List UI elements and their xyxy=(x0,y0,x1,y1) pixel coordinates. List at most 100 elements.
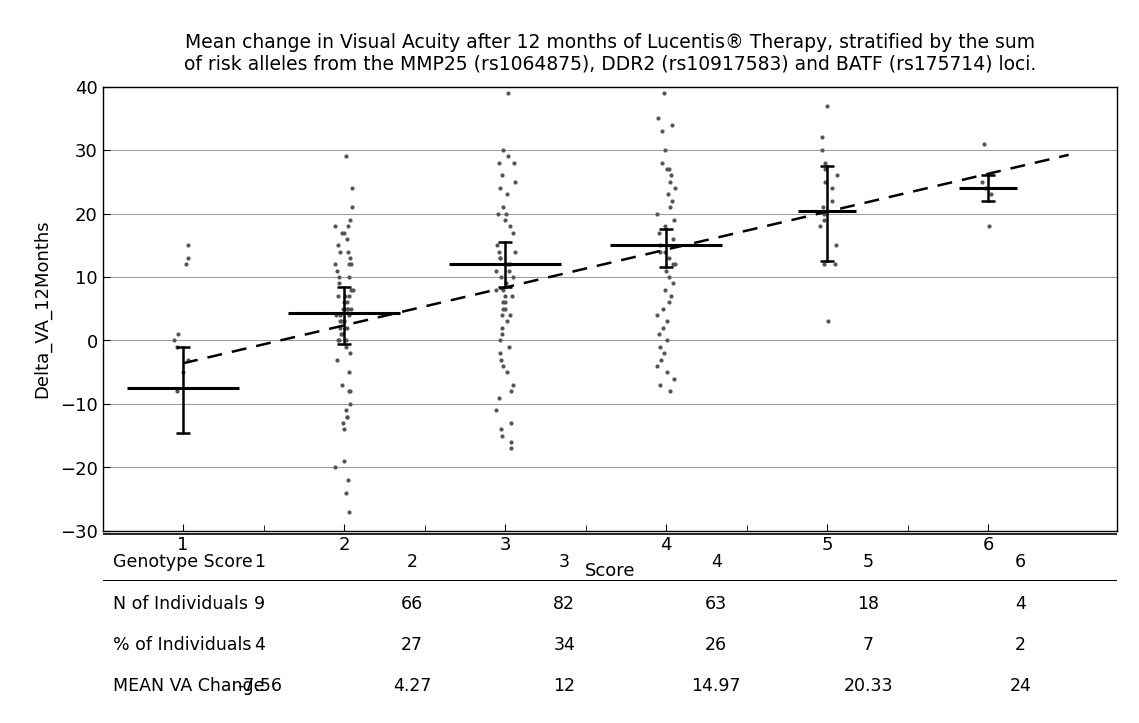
Point xyxy=(657,335,675,346)
Point xyxy=(662,170,680,181)
Point xyxy=(490,246,508,257)
Point xyxy=(822,182,841,194)
Point xyxy=(331,316,350,328)
Point xyxy=(337,296,355,308)
Point xyxy=(341,385,359,397)
Point xyxy=(491,354,509,365)
Text: 4.27: 4.27 xyxy=(393,677,431,695)
Point xyxy=(179,252,197,264)
Point xyxy=(814,208,833,220)
Point xyxy=(339,246,358,257)
Point xyxy=(663,278,681,289)
Point xyxy=(336,335,354,346)
Point xyxy=(336,405,354,416)
Text: 4: 4 xyxy=(254,636,265,654)
Point xyxy=(328,291,346,302)
Text: 26: 26 xyxy=(705,636,727,654)
Point xyxy=(493,296,511,308)
Point xyxy=(335,303,353,315)
Point xyxy=(487,239,506,251)
Point xyxy=(659,271,678,283)
Point xyxy=(492,271,510,283)
Point xyxy=(169,328,187,340)
Text: 34: 34 xyxy=(552,636,575,654)
Point xyxy=(827,170,845,181)
Text: Genotype Score: Genotype Score xyxy=(113,552,253,570)
Point xyxy=(335,424,353,435)
Text: 14.97: 14.97 xyxy=(691,677,740,695)
Point xyxy=(498,189,516,200)
Point xyxy=(813,145,831,156)
Point xyxy=(658,189,677,200)
Point xyxy=(492,322,510,334)
Point xyxy=(335,316,353,328)
Point xyxy=(499,151,517,163)
Text: 6: 6 xyxy=(1015,552,1025,570)
Point xyxy=(330,246,349,257)
Point xyxy=(489,392,507,403)
Point xyxy=(341,252,359,264)
Text: N of Individuals: N of Individuals xyxy=(113,595,247,613)
Point xyxy=(489,208,507,220)
Point xyxy=(336,322,354,334)
Point xyxy=(341,506,359,518)
Point xyxy=(813,202,831,213)
Point xyxy=(338,474,357,486)
Point xyxy=(816,157,834,168)
Point xyxy=(335,316,353,328)
Text: 3: 3 xyxy=(558,552,570,570)
Point xyxy=(816,163,834,175)
Point xyxy=(826,259,844,270)
Point xyxy=(335,227,353,239)
Point xyxy=(502,437,521,448)
Point xyxy=(495,296,514,308)
Point xyxy=(330,316,349,328)
Point xyxy=(501,442,519,454)
Point xyxy=(336,151,354,163)
Point xyxy=(326,259,344,270)
Point xyxy=(648,113,666,124)
Point xyxy=(659,163,678,175)
Point xyxy=(333,328,351,340)
Point xyxy=(650,239,669,251)
Point xyxy=(666,182,685,194)
Point xyxy=(328,335,346,346)
Point xyxy=(179,239,197,251)
Point xyxy=(653,125,671,137)
Point xyxy=(492,309,510,321)
Text: -7.56: -7.56 xyxy=(237,677,282,695)
Point xyxy=(814,259,833,270)
Point xyxy=(491,335,509,346)
Point xyxy=(342,303,360,315)
Point xyxy=(655,87,673,99)
Point xyxy=(661,176,679,188)
Point xyxy=(341,398,359,410)
Point xyxy=(811,221,829,232)
Point xyxy=(169,385,187,397)
Text: 27: 27 xyxy=(401,636,423,654)
Point xyxy=(339,271,358,283)
Point xyxy=(816,176,834,188)
Point xyxy=(341,385,359,397)
Point xyxy=(493,360,511,372)
Text: 4: 4 xyxy=(711,552,721,570)
Point xyxy=(491,424,509,435)
Point xyxy=(498,316,516,328)
Text: 9: 9 xyxy=(254,595,265,613)
Point xyxy=(337,322,355,334)
Point xyxy=(335,455,353,467)
Point xyxy=(338,303,357,315)
Point xyxy=(973,176,991,188)
Point xyxy=(659,252,678,264)
Point xyxy=(333,380,351,391)
Point xyxy=(501,221,519,232)
Text: Mean change in Visual Acuity after 12 months of Lucentis® Therapy, stratified by: Mean change in Visual Acuity after 12 mo… xyxy=(183,33,1035,74)
Point xyxy=(661,385,679,397)
Point xyxy=(812,132,830,143)
Point xyxy=(663,234,681,245)
Text: 12: 12 xyxy=(552,677,575,695)
Point xyxy=(661,202,679,213)
Point xyxy=(336,291,354,302)
Point xyxy=(341,259,359,270)
Point xyxy=(165,335,183,346)
